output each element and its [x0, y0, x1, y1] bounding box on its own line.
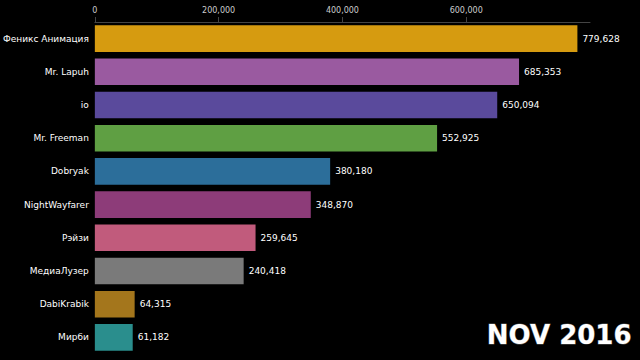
svg-text:685,353: 685,353: [524, 67, 561, 77]
svg-text:МедиаЛузер: МедиаЛузер: [30, 266, 89, 276]
svg-text:348,870: 348,870: [316, 200, 353, 210]
svg-text:Феникс Анимация: Феникс Анимация: [3, 34, 89, 44]
svg-text:779,628: 779,628: [582, 34, 619, 44]
svg-text:400,000: 400,000: [326, 6, 359, 15]
svg-text:DabiKrabik: DabiKrabik: [40, 299, 90, 309]
svg-text:64,315: 64,315: [140, 299, 172, 309]
svg-text:61,182: 61,182: [138, 332, 170, 342]
svg-text:Dobryak: Dobryak: [51, 166, 90, 176]
svg-text:240,418: 240,418: [249, 266, 286, 276]
svg-text:0: 0: [92, 6, 97, 15]
svg-text:380,180: 380,180: [335, 166, 372, 176]
svg-text:NightWayfarer: NightWayfarer: [24, 200, 89, 210]
svg-text:Mr. Freeman: Mr. Freeman: [33, 133, 88, 143]
svg-text:600,000: 600,000: [450, 6, 483, 15]
svg-text:Mr. Lapuh: Mr. Lapuh: [45, 67, 89, 77]
svg-text:NOV 2016: NOV 2016: [487, 320, 632, 350]
svg-text:io: io: [81, 100, 90, 110]
svg-text:Рэйзи: Рэйзи: [62, 233, 89, 243]
svg-text:Мирби: Мирби: [58, 332, 89, 342]
svg-text:259,645: 259,645: [261, 233, 298, 243]
svg-text:552,925: 552,925: [442, 133, 479, 143]
svg-text:650,094: 650,094: [502, 100, 539, 110]
svg-text:200,000: 200,000: [202, 6, 235, 15]
